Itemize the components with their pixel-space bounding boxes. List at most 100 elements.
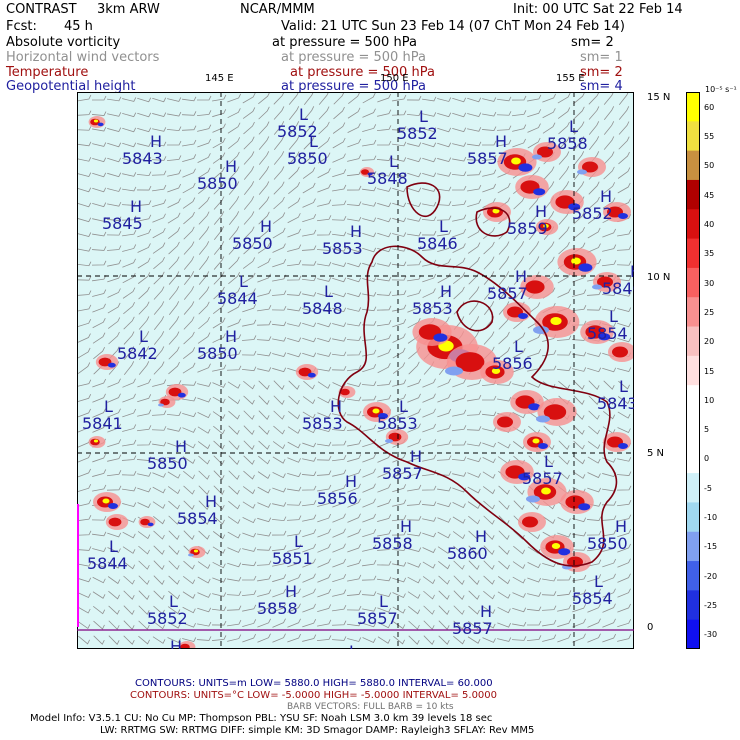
svg-text:5854: 5854 [177, 509, 218, 528]
svg-text:5843: 5843 [122, 149, 163, 168]
vorticity-colorbar [686, 92, 700, 649]
svg-text:H: H [130, 197, 142, 216]
longitude-label: 150 E [380, 73, 409, 84]
colorbar-level: 35 [704, 249, 715, 259]
svg-text:L: L [109, 537, 118, 556]
svg-text:5857: 5857 [487, 284, 528, 303]
colorbar-level: 25 [704, 307, 715, 317]
svg-text:5858: 5858 [547, 134, 588, 153]
svg-text:L: L [309, 132, 318, 151]
latitude-label: 5 N [647, 448, 665, 459]
svg-text:5858: 5858 [257, 599, 298, 618]
colorbar-level: -30 [704, 630, 718, 640]
contours-height-info: CONTOURS: UNITS=m LOW= 5880.0 HIGH= 5880… [135, 678, 493, 689]
svg-text:5844: 5844 [87, 554, 128, 573]
latitude-label: 0 [647, 622, 654, 633]
temperature-contour [337, 182, 618, 567]
colorbar-swatch [686, 473, 700, 503]
svg-text:H: H [410, 447, 422, 466]
colorbar-level: -20 [704, 571, 718, 581]
svg-text:5854: 5854 [572, 589, 613, 608]
svg-text:L: L [379, 592, 388, 611]
svg-text:H: H [260, 217, 272, 236]
init-time: Init: 00 UTC Sat 22 Feb 14 [513, 2, 683, 17]
svg-text:5857: 5857 [357, 609, 398, 628]
longitude-label: 145 E [205, 73, 234, 84]
svg-text:H: H [150, 132, 162, 151]
svg-text:H: H [615, 517, 627, 536]
colorbar-swatch [686, 619, 700, 649]
svg-text:5854: 5854 [587, 324, 628, 343]
svg-text:5843: 5843 [597, 394, 634, 413]
svg-text:L: L [299, 105, 308, 124]
svg-text:5850: 5850 [147, 454, 188, 473]
field-pressure: at pressure = 500 hPa [290, 65, 435, 80]
colorbar-level: 10 [704, 395, 715, 405]
svg-text:L: L [399, 397, 408, 416]
svg-text:L: L [544, 452, 553, 471]
colorbar-swatch [686, 121, 700, 152]
latitude-label: 10 N [647, 272, 671, 283]
svg-text:5853: 5853 [412, 299, 453, 318]
svg-text:H: H [345, 472, 357, 491]
svg-text:5846: 5846 [602, 279, 634, 298]
contours-temp-info: CONTOURS: UNITS=°C LOW= -5.0000 HIGH= -5… [130, 690, 498, 701]
colorbar-swatch [686, 385, 700, 415]
colorbar-swatch [686, 179, 700, 210]
svg-text:H: H [535, 202, 547, 221]
wind-barbs [77, 92, 632, 645]
svg-text:5858: 5858 [372, 534, 413, 553]
svg-text:5846: 5846 [417, 234, 458, 253]
svg-text:L: L [569, 117, 578, 136]
svg-text:5850: 5850 [587, 534, 628, 553]
svg-text:L: L [439, 217, 448, 236]
svg-text:5857: 5857 [467, 149, 508, 168]
height-label: H5846 [602, 262, 634, 298]
barb-info: BARB VECTORS: FULL BARB = 10 kts [287, 702, 454, 712]
colorbar-swatch [686, 531, 700, 562]
svg-text:L: L [104, 397, 113, 416]
svg-text:L: L [514, 337, 523, 356]
field-name: Absolute vorticity [6, 35, 121, 50]
svg-text:H: H [350, 222, 362, 241]
colorbar-swatch [686, 355, 700, 386]
svg-text:H: H [330, 397, 342, 416]
svg-text:H: H [475, 527, 487, 546]
svg-text:5857: 5857 [522, 469, 563, 488]
vorticity-cells [88, 116, 634, 649]
colorbar-level: 45 [704, 190, 715, 200]
center-name: NCAR/MMM [240, 2, 315, 17]
field-smoothing: sm= 2 [571, 35, 614, 50]
svg-text:5852: 5852 [277, 122, 318, 141]
model-info: Model Info: V3.5.1 CU: No Cu MP: Thompso… [30, 713, 493, 724]
colorbar-swatch [686, 150, 700, 181]
colorbar-level: 0 [704, 454, 710, 464]
svg-text:5842: 5842 [117, 344, 158, 363]
longitude-label: 155 E [556, 73, 585, 84]
svg-text:H: H [480, 602, 492, 621]
field-pressure: at pressure = 500 hPa [281, 79, 426, 94]
svg-text:L: L [139, 327, 148, 346]
svg-text:5857: 5857 [382, 464, 423, 483]
